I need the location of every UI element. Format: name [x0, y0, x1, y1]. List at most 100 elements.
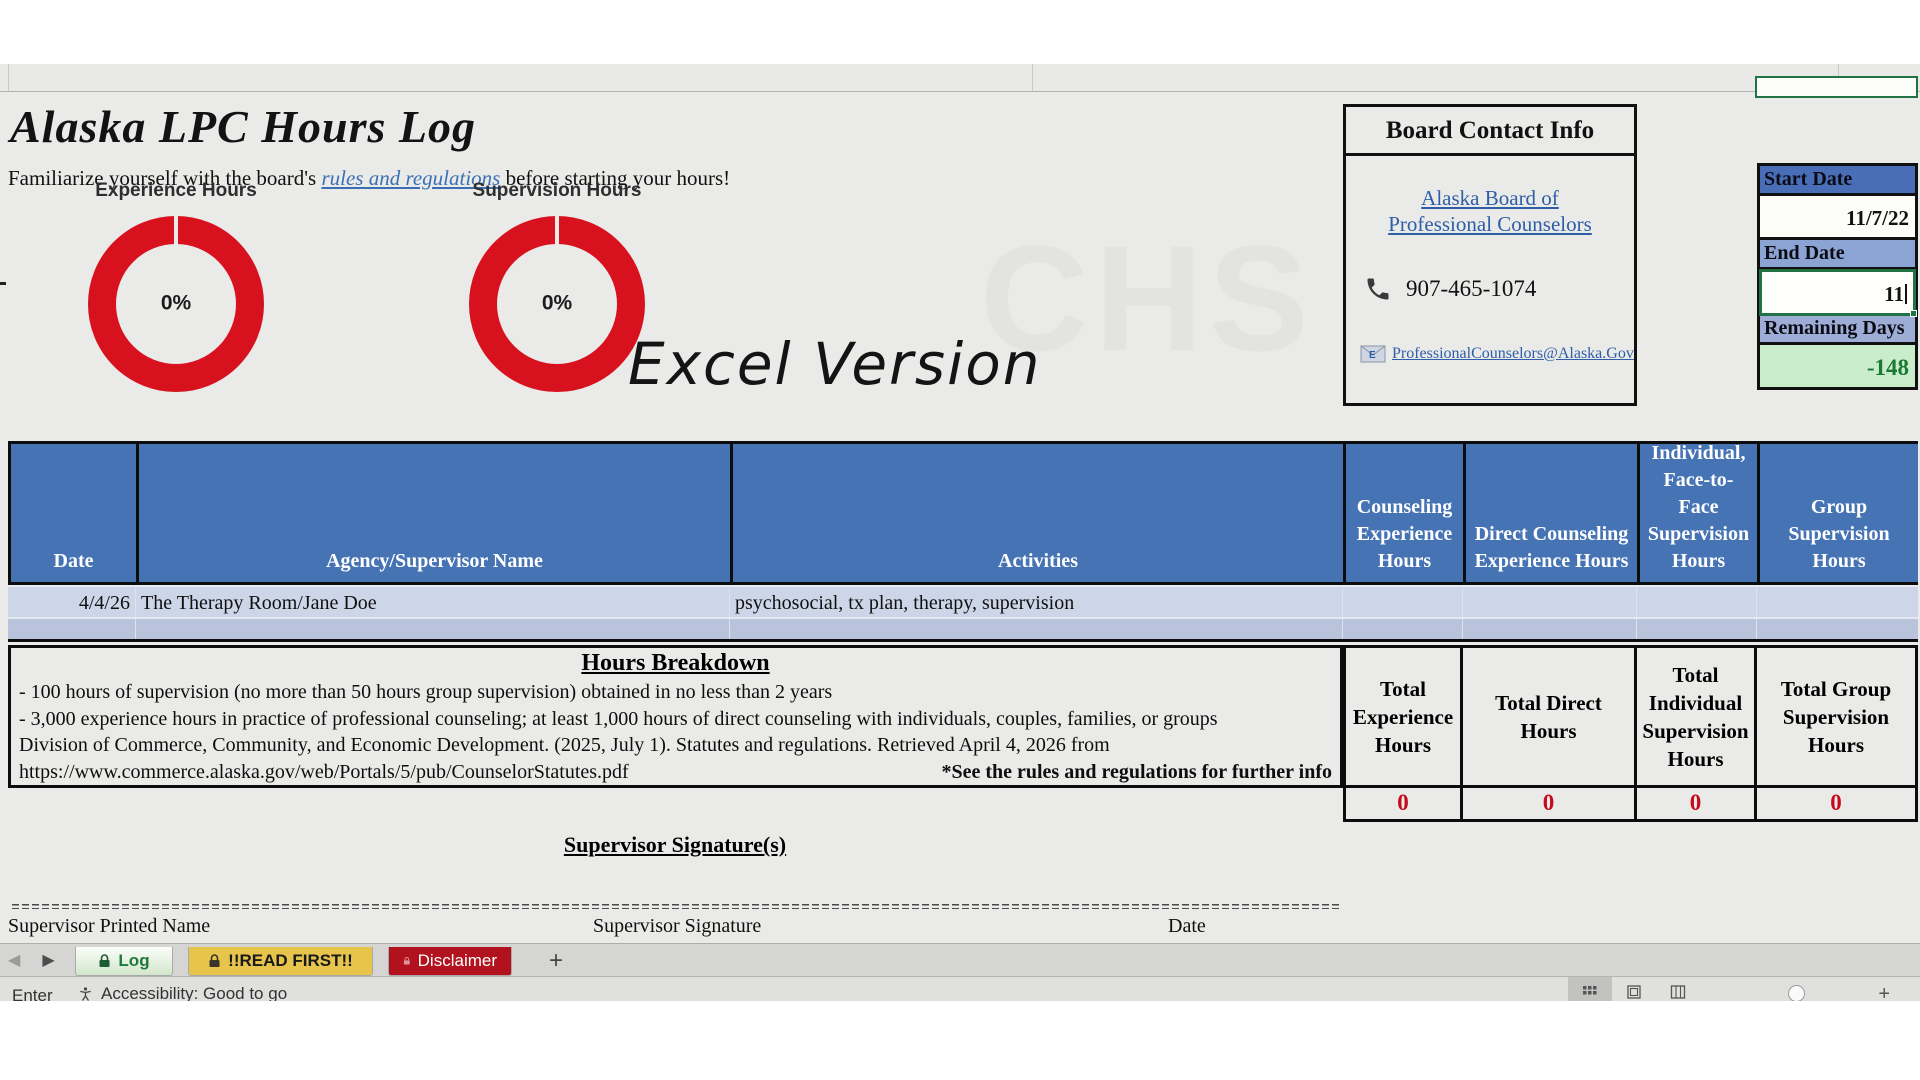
- svg-text:E: E: [1369, 350, 1376, 361]
- board-org-link[interactable]: Alaska Board of Professional Counselors: [1388, 186, 1592, 236]
- zoom-slider-handle[interactable]: [1788, 985, 1805, 1001]
- end-date-label: End Date: [1760, 240, 1915, 270]
- fill-handle[interactable]: [1910, 310, 1917, 317]
- col-header-date: Date: [8, 441, 136, 585]
- hours-breakdown-box: Hours Breakdown - 100 hours of supervisi…: [8, 645, 1343, 788]
- cell-group-hours[interactable]: [1757, 587, 1918, 617]
- cell-agency[interactable]: [136, 619, 730, 639]
- end-date-input[interactable]: 11: [1759, 269, 1917, 317]
- total-direct-value[interactable]: 0: [1463, 788, 1637, 822]
- experience-chart-title: Experience Hours: [95, 180, 257, 201]
- total-group-label: Total Group Supervision Hours: [1757, 645, 1918, 788]
- label-date: Date: [1168, 915, 1206, 937]
- donut-gap: [555, 216, 559, 245]
- lock-icon: [209, 954, 220, 967]
- lock-icon: [99, 954, 110, 967]
- workbook-area: Alaska LPC Hours Log Familiarize yoursel…: [0, 64, 1920, 1001]
- remaining-days-value: -148: [1760, 345, 1915, 387]
- supervision-chart-title: Supervision Hours: [472, 180, 642, 201]
- col-header-agency: Agency/Supervisor Name: [136, 441, 730, 585]
- col-header-individual-supervision: Individual, Face-to-Face Supervision Hou…: [1637, 441, 1757, 585]
- col-header-direct-counseling: Direct Counseling Experience Hours: [1463, 441, 1637, 585]
- supervision-percent-label: 0%: [541, 291, 573, 315]
- col-header-group-supervision: Group Supervision Hours: [1757, 441, 1918, 585]
- sheet-nav-arrows: ◀ ▶: [8, 950, 55, 970]
- cell-direct-hours[interactable]: [1463, 619, 1637, 639]
- start-date-value[interactable]: 11/7/22: [1760, 196, 1915, 240]
- remaining-days-label: Remaining Days: [1760, 315, 1915, 345]
- row-edge-tick: [0, 282, 6, 285]
- signature-line: [12, 904, 1342, 909]
- tab-log[interactable]: Log: [75, 947, 173, 976]
- text-cursor: [1905, 284, 1907, 304]
- total-individual-label: Total Individual Supervision Hours: [1637, 645, 1757, 788]
- supervision-donut-ring: 0%: [469, 216, 645, 392]
- normal-view-icon[interactable]: [1568, 977, 1612, 1001]
- next-sheet-arrow[interactable]: ▶: [42, 952, 55, 969]
- tab-disclaimer[interactable]: Disclaimer: [388, 947, 512, 976]
- board-phone-row: 907-465-1074: [1364, 275, 1536, 303]
- cell-individual-hours[interactable]: [1637, 587, 1757, 617]
- board-org-line2: Professional Counselors: [1388, 212, 1592, 236]
- date-panel: Start Date 11/7/22 End Date 11 Remaining…: [1757, 163, 1918, 390]
- total-group-value[interactable]: 0: [1757, 788, 1918, 822]
- cell-counseling-hours[interactable]: [1343, 587, 1463, 617]
- prev-sheet-arrow[interactable]: ◀: [8, 952, 21, 969]
- tab-log-label: Log: [118, 951, 150, 970]
- col-header-counseling-exp: Counseling Experience Hours: [1343, 441, 1463, 585]
- breakdown-line-2: - 3,000 experience hours in practice of …: [19, 707, 1218, 730]
- start-date-label: Start Date: [1760, 166, 1915, 196]
- breakdown-url: https://www.commerce.alaska.gov/web/Port…: [19, 760, 629, 783]
- clipped-selected-cell[interactable]: [1755, 76, 1918, 98]
- board-email-link[interactable]: ProfessionalCounselors@Alaska.Gov: [1392, 345, 1634, 362]
- phone-icon: [1367, 278, 1389, 300]
- label-supervisor-signature: Supervisor Signature: [593, 915, 762, 937]
- experience-percent-label: 0%: [160, 291, 192, 315]
- breakdown-line-3: Division of Commerce, Community, and Eco…: [19, 734, 1110, 756]
- page-layout-view-icon[interactable]: [1612, 977, 1656, 1001]
- cell-counseling-hours[interactable]: [1343, 619, 1463, 639]
- view-shortcut-icons: [1568, 977, 1700, 1001]
- cell-date[interactable]: [8, 619, 136, 639]
- cell-agency[interactable]: The Therapy Room/Jane Doe: [136, 587, 730, 617]
- email-icon: E: [1360, 345, 1386, 363]
- cell-activities[interactable]: [730, 619, 1343, 639]
- faint-watermark: CHS: [980, 214, 1315, 382]
- tab-disclaimer-label: Disclaimer: [417, 951, 497, 970]
- supervision-hours-chart: Supervision Hours 0%: [447, 180, 667, 392]
- intro-text: Familiarize yourself with the board's ru…: [8, 166, 730, 191]
- tab-read-first[interactable]: !!READ FIRST!!: [188, 947, 373, 976]
- total-individual-value[interactable]: 0: [1637, 788, 1757, 822]
- breakdown-line-1: - 100 hours of supervision (no more than…: [19, 681, 833, 703]
- new-sheet-button[interactable]: +: [548, 947, 563, 974]
- excel-version-watermark: Excel Version: [628, 330, 1042, 398]
- accessibility-status[interactable]: Accessibility: Good to go: [78, 984, 287, 1001]
- cell-activities[interactable]: psychosocial, tx plan, therapy, supervis…: [730, 587, 1343, 617]
- cell-group-hours[interactable]: [1757, 619, 1918, 639]
- col-header-activities: Activities: [730, 441, 1343, 585]
- board-contact-title: Board Contact Info: [1346, 107, 1634, 156]
- total-experience-label: Total Experience Hours: [1343, 645, 1463, 788]
- total-experience-value[interactable]: 0: [1343, 788, 1463, 822]
- sheet-title: Alaska LPC Hours Log: [10, 101, 477, 152]
- cell-direct-hours[interactable]: [1463, 587, 1637, 617]
- board-email-row: E ProfessionalCounselors@Alaska.Gov: [1360, 345, 1634, 363]
- accessibility-status-text: Accessibility: Good to go: [101, 984, 288, 1001]
- experience-hours-chart: Experience Hours 0%: [66, 180, 286, 392]
- board-phone-number[interactable]: 907-465-1074: [1406, 276, 1537, 301]
- experience-donut-ring: 0%: [88, 216, 264, 392]
- lock-icon: [403, 957, 410, 965]
- table-row: [8, 617, 1918, 642]
- status-bar: Enter Accessibility: Good to go +: [0, 976, 1920, 1001]
- intro-prefix: Familiarize yourself with the board's: [8, 166, 322, 190]
- accessibility-icon: [80, 987, 91, 1001]
- zoom-in-button[interactable]: +: [1878, 983, 1890, 1001]
- sheet-tab-bar: ◀ ▶ Log !!READ FIRST!! Disclaimer +: [0, 943, 1920, 976]
- cell-date[interactable]: 4/4/26: [8, 587, 136, 617]
- rules-regulations-link[interactable]: rules and regulations: [321, 166, 501, 190]
- hours-breakdown-title: Hours Breakdown: [581, 650, 770, 676]
- cell-individual-hours[interactable]: [1637, 619, 1757, 639]
- page-break-view-icon[interactable]: [1656, 977, 1700, 1001]
- board-org-link-block: Alaska Board of Professional Counselors: [1346, 185, 1634, 237]
